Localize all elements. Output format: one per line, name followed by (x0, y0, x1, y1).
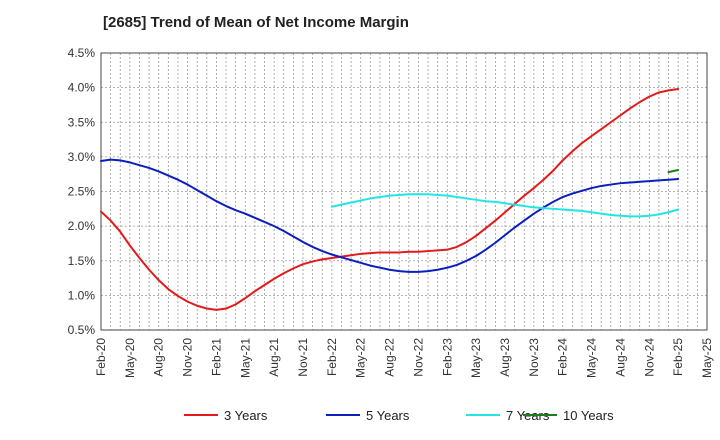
x-tick-label: Nov-24 (642, 338, 656, 377)
series-line-3-years (100, 88, 680, 311)
x-tick-label: Aug-21 (267, 338, 281, 377)
series-line-7-years (330, 193, 680, 218)
y-tick-label: 2.5% (68, 185, 96, 199)
x-tick-label: May-20 (123, 338, 137, 378)
legend-label: 10 Years (563, 408, 614, 423)
x-tick-label: May-22 (354, 338, 368, 378)
x-tick-label: Nov-22 (411, 338, 425, 377)
legend: 3 Years 5 Years 7 Years 10 Years (184, 408, 614, 423)
x-tick-label: May-25 (700, 338, 714, 378)
x-tick-label: May-23 (469, 338, 483, 378)
x-axis: Feb-20 May-20 Aug-20 Nov-20 Feb-21 May-21 Aug-… (94, 338, 714, 378)
plot-area (100, 52, 708, 331)
y-tick-label: 1.0% (68, 288, 96, 302)
series-line-5-years (100, 158, 680, 273)
x-tick-label: May-21 (238, 338, 252, 378)
y-tick-label: 4.0% (68, 81, 96, 95)
x-tick-label: Feb-22 (325, 338, 339, 376)
x-tick-label: Feb-23 (440, 338, 454, 376)
legend-label: 5 Years (366, 408, 410, 423)
x-tick-label: Nov-21 (296, 338, 310, 377)
chart-title: [2685] Trend of Mean of Net Income Margi… (103, 14, 409, 31)
y-tick-label: 2.0% (68, 219, 96, 233)
y-tick-label: 3.0% (68, 150, 96, 164)
legend-label: 3 Years (224, 408, 268, 423)
grid (101, 53, 707, 330)
x-tick-label: Aug-23 (498, 338, 512, 377)
series-line-10-years (667, 169, 680, 174)
x-tick-label: Feb-25 (671, 338, 685, 376)
series (100, 88, 680, 311)
x-tick-label: Nov-20 (181, 338, 195, 377)
y-tick-label: 1.5% (68, 254, 96, 268)
x-tick-label: Feb-21 (209, 338, 223, 376)
x-tick-label: Feb-24 (556, 338, 570, 376)
y-tick-label: 3.5% (68, 115, 96, 129)
x-tick-label: Aug-24 (613, 338, 627, 377)
y-tick-label: 4.5% (68, 46, 96, 60)
x-tick-label: Feb-20 (94, 338, 108, 376)
x-tick-label: Nov-23 (527, 338, 541, 377)
y-axis: 0.5% 1.0% 1.5% 2.0% 2.5% 3.0% 3.5% 4.0% 4.5% (68, 46, 96, 337)
y-tick-label: 0.5% (68, 323, 96, 337)
x-tick-label: Aug-22 (383, 338, 397, 377)
x-tick-label: May-24 (585, 338, 599, 378)
x-tick-label: Aug-20 (152, 338, 166, 377)
